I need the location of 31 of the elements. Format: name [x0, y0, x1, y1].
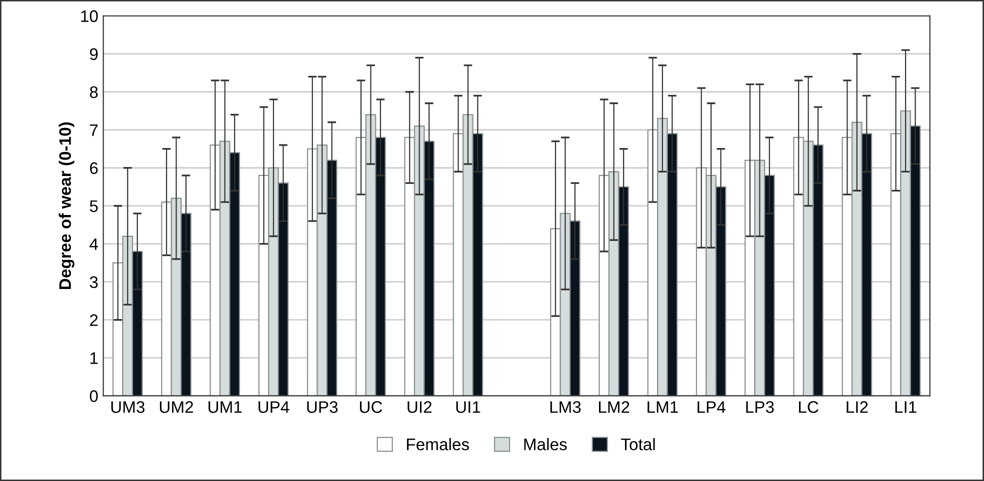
x-tick-label: UP4 [258, 401, 290, 413]
y-axis-title: Degree of wear (0-10) [58, 122, 74, 290]
x-tick-label: LM2 [599, 401, 630, 413]
x-tick-label: LM3 [550, 401, 581, 413]
x-tick-label: UI2 [408, 401, 432, 413]
y-tick-label: 10 [81, 10, 98, 22]
y-tick-label: 7 [90, 124, 98, 136]
x-tick-label: LP3 [746, 401, 774, 413]
y-tick-label: 0 [90, 390, 98, 402]
legend-label: Females [407, 438, 469, 450]
x-tick-label: LM1 [648, 401, 678, 413]
y-tick-label: 2 [90, 314, 98, 326]
y-tick-label: 3 [90, 276, 98, 288]
legend-label: Males [524, 438, 567, 450]
x-tick-label: LC [799, 401, 818, 413]
legend-label: Total [621, 438, 655, 450]
x-tick-label: LP4 [698, 401, 726, 413]
y-tick-label: 4 [90, 238, 98, 250]
x-tick-label: UI1 [456, 401, 480, 413]
x-tick-label: UM2 [160, 401, 194, 413]
x-tick-label: LI1 [895, 401, 916, 413]
x-tick-label: UM1 [208, 401, 242, 413]
x-tick-label: UC [360, 401, 382, 413]
y-tick-label: 1 [90, 352, 98, 364]
y-tick-label: 5 [90, 200, 98, 212]
y-tick-label: 9 [90, 48, 98, 60]
x-tick-label: UM3 [111, 401, 144, 413]
y-tick-label: 6 [90, 162, 98, 174]
x-tick-label: LI2 [846, 401, 868, 413]
y-tick-label: 8 [90, 86, 98, 98]
x-tick-label: UP3 [307, 401, 338, 413]
